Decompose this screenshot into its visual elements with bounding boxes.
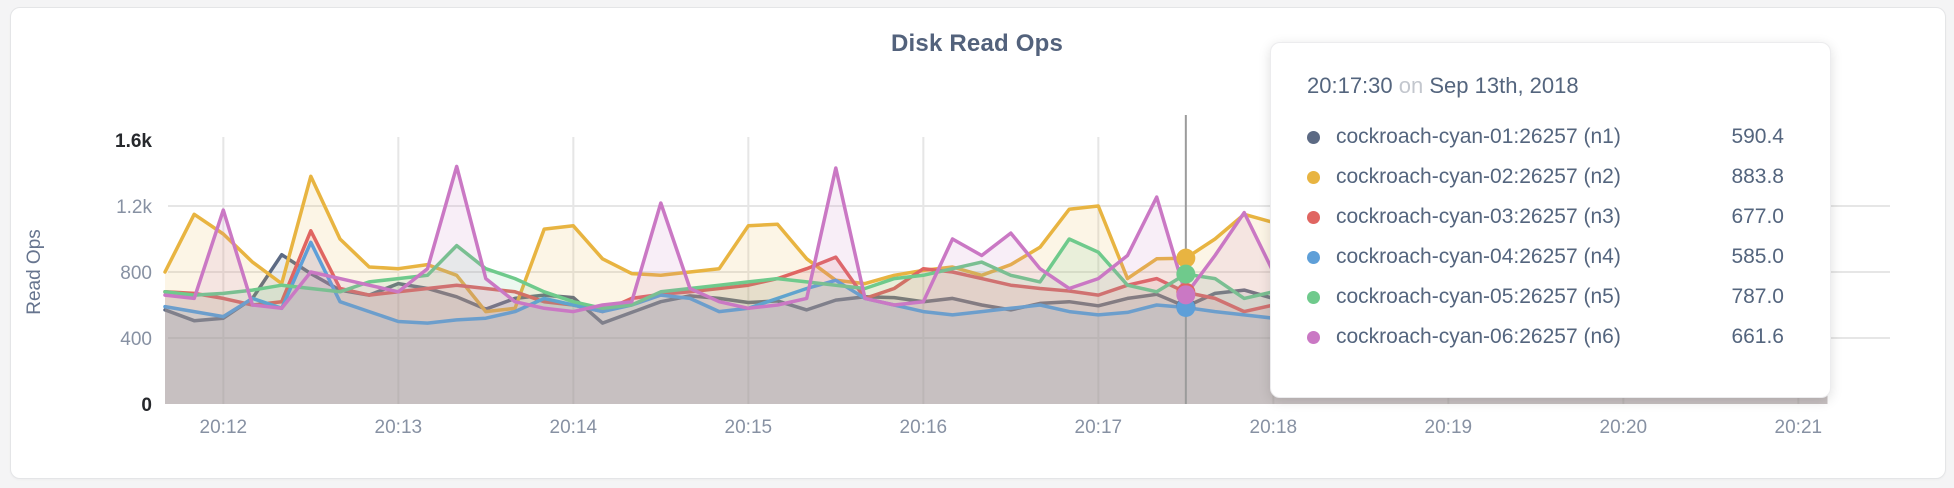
x-tick-label: 20:13 [375, 417, 423, 438]
tooltip-row: cockroach-cyan-06:26257 (n6) 661.6 [1307, 317, 1784, 357]
hover-dot-n2 [1176, 248, 1196, 268]
series-label: cockroach-cyan-01:26257 (n1) [1336, 125, 1621, 148]
x-tick-label: 20:21 [1775, 417, 1823, 438]
y-tick-label: 1.2k [116, 197, 152, 218]
tooltip-row: cockroach-cyan-05:26257 (n5) 787.0 [1307, 277, 1784, 317]
x-tick-label: 20:20 [1600, 417, 1648, 438]
series-value: 585.0 [1731, 245, 1784, 268]
x-tick-label: 20:14 [550, 417, 598, 438]
tooltip-row: cockroach-cyan-02:26257 (n2) 883.8 [1307, 157, 1784, 197]
x-tick-label: 20:17 [1075, 417, 1123, 438]
series-value: 787.0 [1731, 285, 1784, 308]
series-label: cockroach-cyan-03:26257 (n3) [1336, 205, 1621, 228]
tooltip-row: cockroach-cyan-01:26257 (n1) 590.4 [1307, 117, 1784, 157]
series-label: cockroach-cyan-06:26257 (n6) [1336, 325, 1621, 348]
x-tick-label: 20:18 [1250, 417, 1298, 438]
y-tick-label: 1.6k [115, 131, 152, 152]
tooltip-timestamp: 20:17:30 on Sep 13th, 2018 [1307, 73, 1784, 99]
x-tick-label: 20:16 [900, 417, 948, 438]
hover-dot-n6 [1176, 285, 1196, 305]
y-tick-label: 400 [120, 329, 152, 350]
series-color-dot-icon [1307, 170, 1320, 184]
series-color-dot-icon [1307, 330, 1320, 344]
chart-tooltip: 20:17:30 on Sep 13th, 2018 cockroach-cya… [1270, 42, 1831, 398]
tooltip-row: cockroach-cyan-03:26257 (n3) 677.0 [1307, 197, 1784, 237]
tooltip-time: 20:17:30 [1307, 73, 1393, 98]
x-tick-label: 20:19 [1425, 417, 1473, 438]
series-color-dot-icon [1307, 210, 1320, 224]
hover-dot-n5 [1176, 264, 1196, 284]
series-value: 883.8 [1731, 165, 1784, 188]
series-value: 661.6 [1731, 325, 1784, 348]
chart-title: Disk Read Ops [891, 30, 1063, 57]
series-value: 677.0 [1731, 205, 1784, 228]
tooltip-date: Sep 13th, 2018 [1429, 73, 1579, 98]
x-tick-label: 20:12 [200, 417, 248, 438]
series-label: cockroach-cyan-04:26257 (n4) [1336, 245, 1621, 268]
x-tick-label: 20:15 [725, 417, 773, 438]
tooltip-row: cockroach-cyan-04:26257 (n4) 585.0 [1307, 237, 1784, 277]
series-color-dot-icon [1307, 250, 1320, 264]
tooltip-connector: on [1398, 73, 1424, 98]
tooltip-series-list: cockroach-cyan-01:26257 (n1) 590.4 cockroa… [1307, 117, 1784, 357]
y-tick-label: 800 [120, 263, 152, 284]
series-label: cockroach-cyan-02:26257 (n2) [1336, 165, 1621, 188]
y-tick-label: 0 [141, 395, 152, 416]
series-label: cockroach-cyan-05:26257 (n5) [1336, 285, 1621, 308]
y-axis-title: Read Ops [24, 229, 45, 315]
series-color-dot-icon [1307, 130, 1320, 144]
series-value: 590.4 [1731, 125, 1784, 148]
series-color-dot-icon [1307, 290, 1320, 304]
